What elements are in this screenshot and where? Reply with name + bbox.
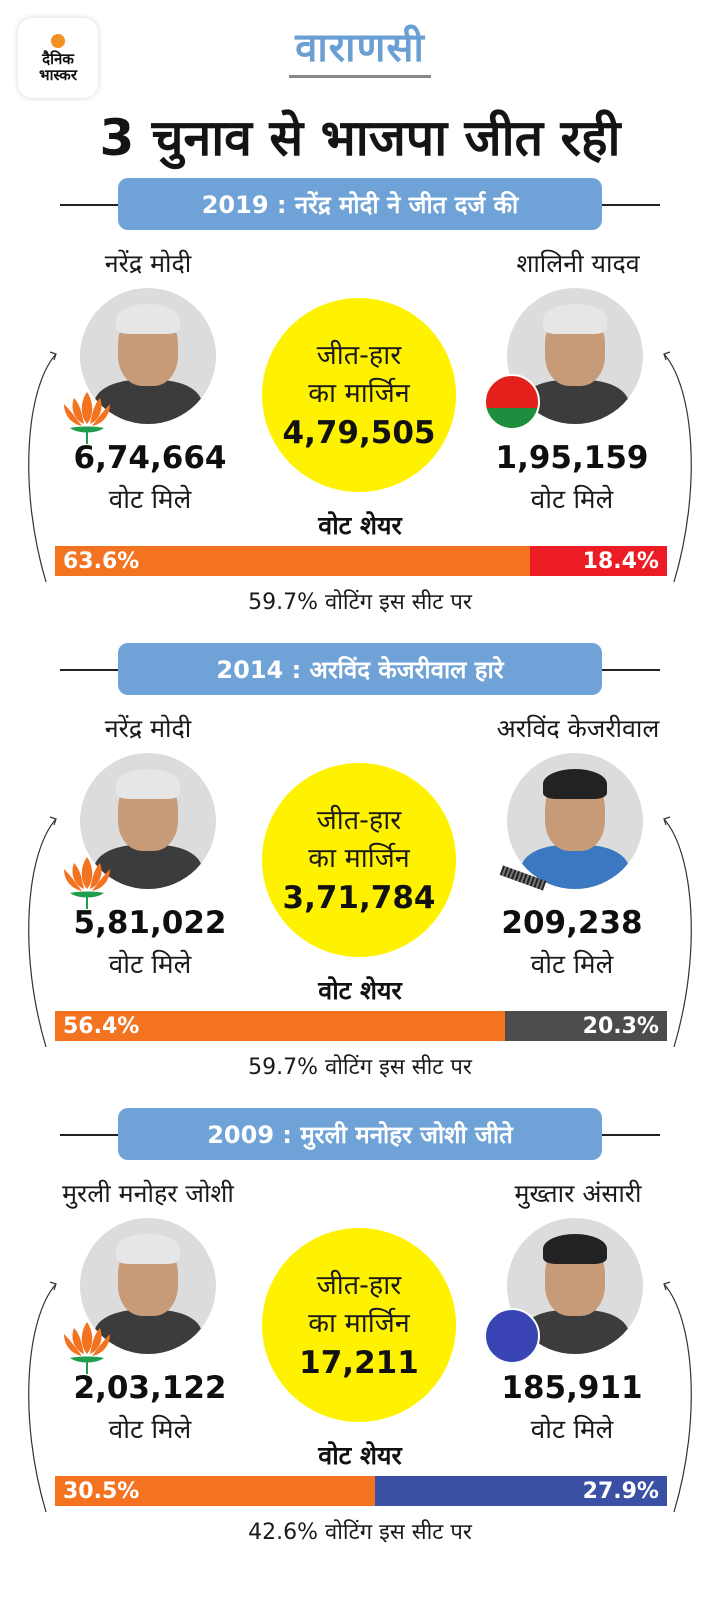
margin-value: 3,71,784: [282, 880, 436, 916]
logo-line2: भास्कर: [39, 65, 77, 84]
divider: [60, 204, 120, 206]
city-name: वाराणसी: [289, 18, 431, 78]
election-section: 2014 : अरविंद केजरीवाल हारे नरेंद्र मोदी…: [0, 643, 720, 1113]
runner-name: मुख्तार अंसारी: [514, 1179, 642, 1208]
lotus-icon: [64, 1322, 110, 1374]
winner-share-segment: 63.6%: [55, 546, 530, 576]
turnout-text: 59.7% वोटिंग इस सीट पर: [248, 590, 472, 615]
right-arrow-icon: [663, 816, 692, 1048]
margin-label-2: का मार्जिन: [308, 1308, 410, 1339]
winner-name: नरेंद्र मोदी: [104, 249, 192, 278]
winner-share-segment: 56.4%: [55, 1011, 506, 1041]
election-title: 2009 : मुरली मनोहर जोशी जीते: [118, 1108, 602, 1160]
winner-share-segment: 30.5%: [55, 1476, 375, 1506]
runner-votes-label: वोट मिले: [530, 485, 614, 515]
runner-votes-label: वोट मिले: [530, 950, 614, 980]
winner-name: मुरली मनोहर जोशी: [62, 1179, 234, 1208]
runner-votes: 1,95,159: [495, 440, 649, 476]
city-heading: वाराणसी: [0, 18, 720, 78]
divider: [600, 204, 660, 206]
runner-name: अरविंद केजरीवाल: [496, 714, 660, 743]
turnout-text: 42.6% वोटिंग इस सीट पर: [248, 1520, 472, 1545]
divider: [600, 1134, 660, 1136]
divider: [60, 1134, 120, 1136]
vote-share-title: वोट शेयर: [318, 1441, 402, 1470]
runner-name: शालिनी यादव: [516, 249, 640, 278]
left-arrow-icon: [28, 1281, 57, 1513]
dainik-bhaskar-logo: दैनिक भास्कर: [18, 18, 98, 98]
winner-votes-label: वोट मिले: [108, 485, 192, 515]
runner-share-segment: 18.4%: [529, 546, 667, 576]
winner-votes: 5,81,022: [73, 905, 227, 941]
logo-line1: दैनिक: [42, 49, 74, 68]
margin-label-1: जीत-हार: [316, 340, 402, 371]
winner-votes-label: वोट मिले: [108, 1415, 192, 1445]
runner-votes: 185,911: [501, 1370, 643, 1406]
winner-name: नरेंद्र मोदी: [104, 714, 192, 743]
margin-label-1: जीत-हार: [316, 805, 402, 836]
election-title: 2014 : अरविंद केजरीवाल हारे: [118, 643, 602, 695]
margin-circle: जीत-हार का मार्जिन 17,211: [262, 1228, 456, 1422]
election-section: 2019 : नरेंद्र मोदी ने जीत दर्ज की नरेंद…: [0, 178, 720, 648]
lotus-icon: [64, 857, 110, 909]
left-arrow-icon: [28, 351, 57, 583]
left-arrow-icon: [28, 816, 57, 1048]
margin-label-2: का मार्जिन: [308, 378, 410, 409]
runner-photo: [507, 753, 643, 889]
page-headline: 3 चुनाव से भाजपा जीत रही: [99, 109, 621, 167]
vote-share-bar: 30.5% 27.9%: [55, 1476, 667, 1506]
margin-value: 17,211: [299, 1345, 419, 1381]
vote-share-title: वोट शेयर: [318, 511, 402, 540]
winner-photo: [80, 753, 216, 889]
right-arrow-icon: [663, 1281, 692, 1513]
winner-photo: [80, 1218, 216, 1354]
right-arrow-icon: [663, 351, 692, 583]
margin-circle: जीत-हार का मार्जिन 4,79,505: [262, 298, 456, 492]
vote-share-bar: 63.6% 18.4%: [55, 546, 667, 576]
bicycle-icon: [484, 374, 540, 430]
winner-votes: 6,74,664: [73, 440, 227, 476]
divider: [600, 669, 660, 671]
lotus-icon: [64, 392, 110, 444]
margin-label-2: का मार्जिन: [308, 843, 410, 874]
sun-dot-icon: [51, 33, 65, 48]
margin-circle: जीत-हार का मार्जिन 3,71,784: [262, 763, 456, 957]
turnout-text: 59.7% वोटिंग इस सीट पर: [248, 1055, 472, 1080]
winner-votes-label: वोट मिले: [108, 950, 192, 980]
margin-label-1: जीत-हार: [316, 1270, 402, 1301]
runner-share-segment: 20.3%: [505, 1011, 667, 1041]
vote-share-bar: 56.4% 20.3%: [55, 1011, 667, 1041]
vote-share-title: वोट शेयर: [318, 976, 402, 1005]
runner-votes: 209,238: [501, 905, 643, 941]
winner-votes: 2,03,122: [73, 1370, 227, 1406]
election-title: 2019 : नरेंद्र मोदी ने जीत दर्ज की: [118, 178, 602, 230]
winner-photo: [80, 288, 216, 424]
margin-value: 4,79,505: [282, 415, 436, 451]
runner-photo: [507, 288, 643, 424]
divider: [60, 669, 120, 671]
runner-votes-label: वोट मिले: [530, 1415, 614, 1445]
elephant-icon: [484, 1308, 540, 1364]
runner-share-segment: 27.9%: [374, 1476, 667, 1506]
election-section: 2009 : मुरली मनोहर जोशी जीते मुरली मनोहर…: [0, 1108, 720, 1578]
